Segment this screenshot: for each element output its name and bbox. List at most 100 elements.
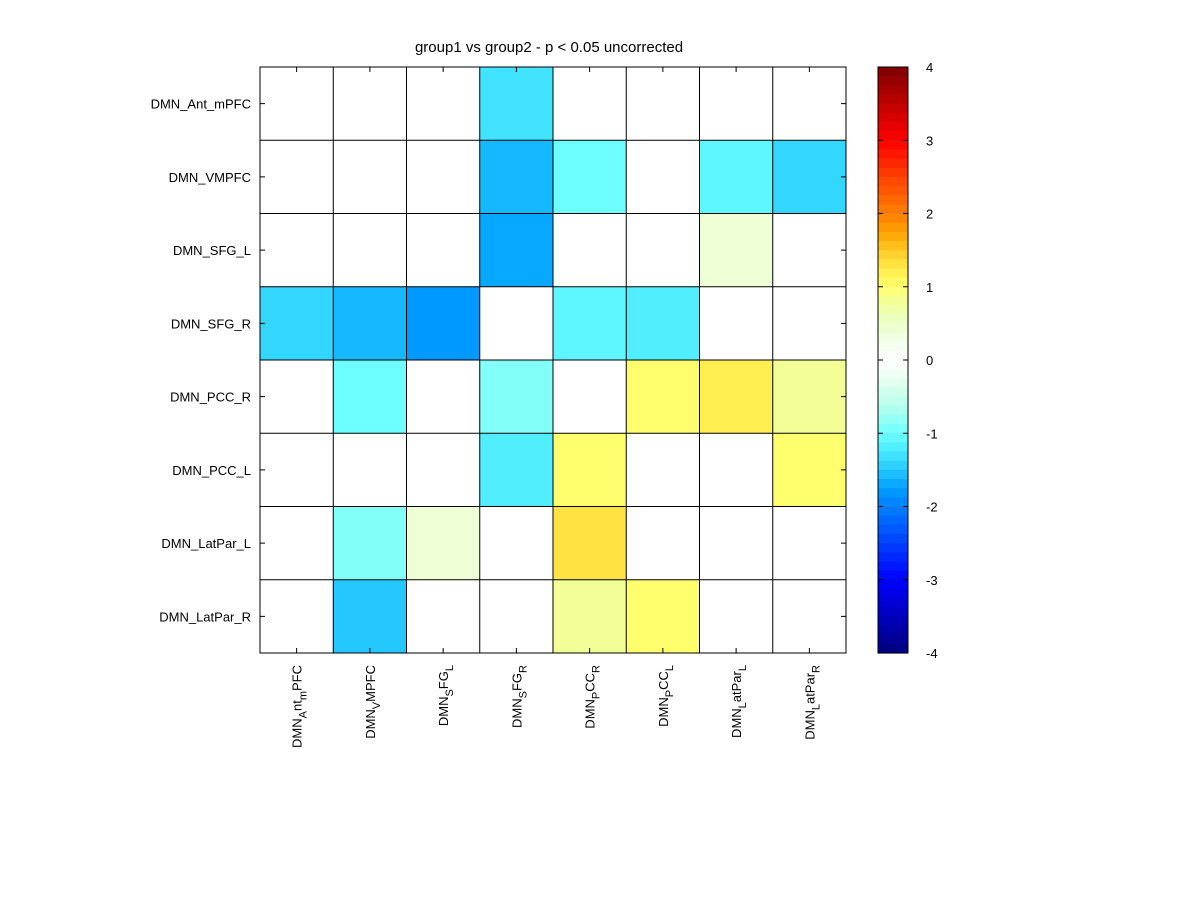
column-label: DMNVMPFC bbox=[363, 665, 383, 739]
heatmap-cell bbox=[699, 579, 774, 654]
column-label: DMNSFGR bbox=[509, 665, 529, 728]
column-labels: DMNAntmPFC DMNVMPFC DMNSFGL DMNSFGR DMNPCCR D… bbox=[290, 665, 823, 748]
heatmap-cell bbox=[553, 360, 627, 434]
column-label: DMNLatParR bbox=[802, 665, 822, 740]
colorbar-segment bbox=[878, 240, 908, 251]
column-label: DMNPCCL bbox=[656, 665, 676, 727]
heatmap-cell bbox=[333, 360, 407, 434]
colorbar-segment bbox=[878, 570, 908, 581]
colorbar-segment bbox=[878, 515, 908, 526]
heatmap-cell bbox=[260, 360, 334, 434]
heatmap-cell bbox=[479, 213, 554, 288]
colorbar-segment bbox=[878, 259, 908, 270]
colorbar-segment bbox=[878, 360, 908, 370]
heatmap-cell bbox=[479, 67, 554, 141]
colorbar-segment bbox=[878, 204, 908, 215]
heatmap-cell bbox=[260, 579, 334, 654]
heatmap-cell bbox=[699, 286, 774, 361]
colorbar-segment bbox=[878, 479, 908, 489]
heatmap-cell bbox=[626, 67, 700, 141]
colorbar-segment bbox=[878, 341, 908, 352]
heatmap-cell bbox=[406, 360, 481, 434]
heatmap-cell bbox=[553, 140, 627, 214]
plot-frame bbox=[259, 66, 847, 654]
heatmap-cell bbox=[626, 213, 700, 288]
colorbar-tick-label: 2 bbox=[926, 207, 933, 222]
heatmap-cells bbox=[260, 67, 847, 654]
colorbar-tick-label: 0 bbox=[926, 353, 933, 368]
heatmap-cell bbox=[406, 140, 481, 214]
row-label: DMN_PCC_L bbox=[172, 463, 251, 478]
row-label: DMN_LatPar_R bbox=[159, 609, 251, 624]
colorbar-segment bbox=[878, 131, 908, 141]
heatmap-cell bbox=[699, 67, 774, 141]
colorbar-segment bbox=[878, 616, 908, 627]
colorbar-segment bbox=[878, 387, 908, 398]
row-label: DMN_SFG_R bbox=[171, 316, 251, 331]
heatmap-cell bbox=[772, 433, 847, 507]
colorbar-segment bbox=[878, 561, 908, 572]
colorbar-segment bbox=[878, 121, 908, 132]
column-label: DMNLatParL bbox=[729, 665, 749, 738]
heatmap-cell bbox=[333, 213, 407, 288]
heatmap-cell bbox=[772, 67, 847, 141]
colorbar-segment bbox=[878, 314, 908, 324]
colorbar-segment bbox=[878, 332, 908, 343]
heatmap-gridlines bbox=[259, 66, 847, 654]
heatmap-cell bbox=[699, 140, 774, 214]
colorbar-segment bbox=[878, 103, 908, 114]
colorbar-segment bbox=[878, 149, 908, 160]
heatmap-cell bbox=[260, 67, 334, 141]
colorbar-segment bbox=[878, 424, 908, 434]
colorbar-segment bbox=[878, 488, 908, 498]
colorbar-segment bbox=[878, 598, 908, 608]
heatmap-cell bbox=[772, 213, 847, 288]
colorbar-segment bbox=[878, 94, 908, 105]
heatmap-cell bbox=[260, 286, 334, 361]
colorbar-segment bbox=[878, 552, 908, 563]
row-labels: DMN_Ant_mPFC DMN_VMPFC DMN_SFG_L DMN_SFG_R D… bbox=[151, 97, 251, 625]
colorbar-segment bbox=[878, 158, 908, 169]
colorbar-tick-label: -1 bbox=[926, 426, 938, 441]
heatmap-cell bbox=[553, 506, 627, 581]
column-label: DMNAntmPFC bbox=[290, 665, 310, 748]
colorbar-segment bbox=[878, 588, 908, 599]
heatmap-cell bbox=[406, 433, 481, 507]
heatmap-cell bbox=[333, 506, 407, 581]
colorbar-segment bbox=[878, 67, 908, 77]
row-label: DMN_PCC_R bbox=[170, 390, 251, 405]
heatmap-cell bbox=[406, 579, 481, 654]
heatmap-cell bbox=[626, 140, 700, 214]
heatmap-cell bbox=[699, 213, 774, 288]
heatmap-cell bbox=[699, 433, 774, 507]
colorbar-segment bbox=[878, 369, 908, 379]
heatmap-cell bbox=[553, 579, 627, 654]
heatmap-cell bbox=[479, 433, 554, 507]
heatmap-cell bbox=[406, 506, 481, 581]
heatmap-cell bbox=[699, 506, 774, 581]
heatmap-cell bbox=[699, 360, 774, 434]
colorbar-segment bbox=[878, 396, 908, 407]
colorbar-tick-label: -2 bbox=[926, 500, 938, 515]
colorbar-segment bbox=[878, 186, 908, 196]
heatmap-cell bbox=[626, 286, 700, 361]
colorbar-tick-label: 1 bbox=[926, 280, 933, 295]
heatmap-cell bbox=[626, 579, 700, 654]
heatmap-cell bbox=[479, 360, 554, 434]
row-label: DMN_VMPFC bbox=[169, 170, 251, 185]
colorbar-segment bbox=[878, 305, 908, 315]
colorbar-tick-label: 4 bbox=[926, 60, 933, 75]
heatmap-cell bbox=[479, 506, 554, 581]
heatmap-cell bbox=[479, 140, 554, 214]
colorbar-segment bbox=[878, 222, 908, 233]
colorbar-segment bbox=[878, 524, 908, 535]
colorbar-segment bbox=[878, 451, 908, 462]
colorbar-segment bbox=[878, 213, 908, 224]
heatmap-cell bbox=[626, 433, 700, 507]
row-label: DMN_LatPar_L bbox=[161, 536, 251, 551]
colorbar-segment bbox=[878, 250, 908, 260]
colorbar-segment bbox=[878, 286, 908, 297]
colorbar-segment bbox=[878, 350, 908, 361]
heatmap-cell bbox=[553, 433, 627, 507]
colorbar-segment bbox=[878, 497, 908, 508]
